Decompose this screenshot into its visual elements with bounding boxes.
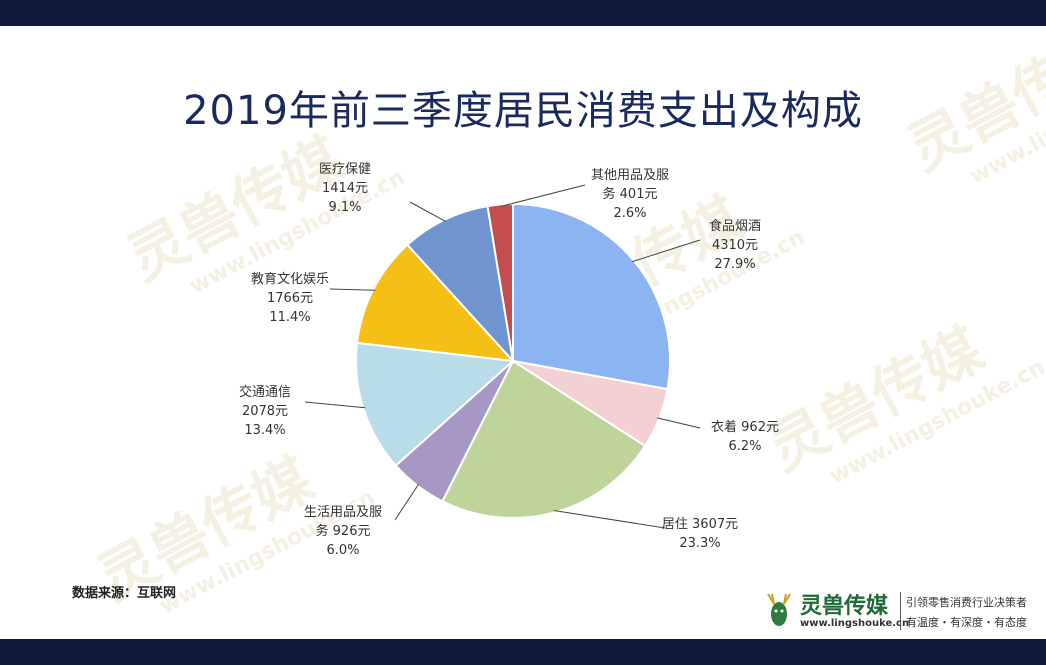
data-source: 数据来源：互联网: [72, 586, 177, 601]
data-label-2-1: 6.2%: [728, 439, 761, 454]
data-label-0-1: 务 401元: [603, 186, 658, 202]
leader-line-5: [304, 401, 366, 409]
data-label-3-1: 23.3%: [679, 536, 720, 551]
pie-slice-0: [512, 202, 671, 391]
data-label-6-0: 教育文化娱乐: [251, 271, 329, 287]
data-label-7-0: 医疗保健: [319, 162, 371, 177]
chart-title: 2019年前三季度居民消费支出及构成: [183, 88, 863, 134]
brand-logo-block: 灵兽传媒 www.lingshouke.cn 引领零售消费行业决策者 有温度・有…: [758, 584, 1044, 636]
data-label-3-0: 居住 3607元: [662, 517, 738, 532]
leader-line-1: [631, 239, 701, 263]
data-label-2-0: 衣着 962元: [711, 419, 779, 435]
brand-divider: [900, 592, 901, 630]
leader-line-0: [500, 184, 586, 207]
pie-slice-6: [406, 204, 515, 365]
data-label-4-2: 6.0%: [326, 543, 359, 558]
top-banner: [0, 0, 1046, 26]
data-label-1-1: 4310元: [712, 238, 758, 253]
data-label-4-0: 生活用品及服: [304, 505, 382, 520]
data-label-0-0: 其他用品及服: [591, 168, 669, 183]
data-label-1-2: 27.9%: [714, 257, 755, 272]
data-label-1-0: 食品烟酒: [709, 218, 761, 234]
data-label-4-1: 务 926元: [316, 523, 371, 539]
pie-slice-2: [441, 359, 647, 519]
leader-line-7: [409, 201, 446, 222]
data-label-6-2: 11.4%: [269, 310, 310, 325]
data-label-6-1: 1766元: [267, 291, 313, 306]
brand-slogan: 引领零售消费行业决策者: [906, 596, 1027, 609]
data-label-7-1: 1414元: [322, 181, 368, 196]
leader-line-6: [329, 288, 376, 291]
data-label-7-2: 9.1%: [328, 200, 361, 215]
brand-site: www.lingshouke.cn: [800, 618, 910, 629]
brand-tagline: 有温度・有深度・有态度: [906, 616, 1027, 629]
leader-line-2: [657, 417, 701, 429]
leader-line-4: [394, 483, 420, 521]
data-label-0-2: 2.6%: [613, 206, 646, 221]
pie-slice-7: [486, 202, 514, 362]
deer-logo-icon: [767, 593, 791, 626]
pie-slice-5: [355, 243, 516, 363]
data-label-5-1: 2078元: [242, 404, 288, 419]
data-label-5-2: 13.4%: [244, 423, 285, 438]
data-label-5-0: 交通通信: [239, 384, 291, 400]
pie-slice-4: [355, 341, 516, 467]
brand-name: 灵兽传媒: [800, 593, 889, 619]
bottom-banner: [0, 639, 1046, 665]
leader-line-3: [553, 510, 666, 529]
